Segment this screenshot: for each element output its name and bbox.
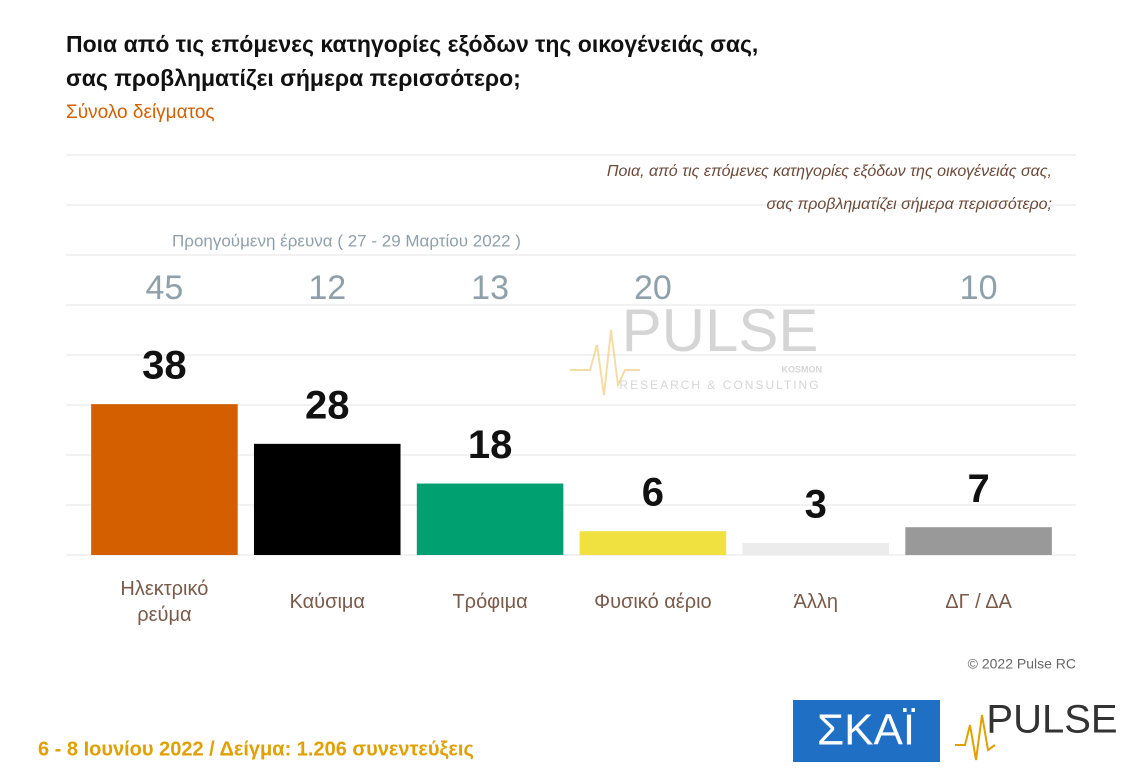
logo: PULSE [986, 698, 1117, 742]
bar [253, 443, 401, 555]
value-label: 7 [967, 467, 989, 511]
question: σας προβληματίζει σήμερα περισσότερο; [767, 196, 1052, 213]
copyright: © 2022 Pulse RC [968, 656, 1076, 672]
previous-value: 10 [960, 269, 998, 307]
previous-value: 45 [146, 269, 184, 307]
previous-value: 12 [308, 269, 346, 307]
chart-title: σας προβληματίζει σήμερα περισσότερο; [66, 65, 521, 91]
subtitle: Σύνολο δείγματος [66, 102, 215, 123]
logo: ΣΚΑΪ [817, 706, 916, 755]
previous-value: 13 [471, 269, 509, 307]
watermark-brand: PULSE [622, 297, 819, 364]
watermark-tagline: RESEARCH & CONSULTING [619, 378, 820, 392]
previous-label: Προηγούμενη έρευνα ( 27 - 29 Μαρτίου 202… [172, 231, 521, 250]
value-label: 18 [468, 423, 513, 467]
x-tick-label: Καύσιμα [289, 591, 365, 613]
watermark: PULSE KOSMON RESEARCH & CONSULTING [570, 297, 823, 396]
x-tick-label: ΔΓ / ΔΑ [945, 591, 1012, 613]
logo-wave [955, 714, 996, 761]
watermark-partner: KOSMON [782, 364, 823, 374]
previous-value: 20 [634, 269, 672, 307]
value-label: 28 [305, 383, 350, 427]
value-label: 6 [642, 471, 664, 515]
bar [579, 531, 727, 555]
value-label: 3 [805, 483, 827, 527]
bar [91, 404, 238, 555]
footer: 6 - 8 Ιουνίου 2022 / Δείγμα: 1.206 συνεν… [38, 738, 474, 760]
chart-title: Ποια από τις επόμενες κατηγορίες εξόδων … [66, 31, 758, 57]
bar [742, 543, 890, 555]
bar [905, 527, 1052, 555]
x-tick-label: Τρόφιμα [452, 591, 528, 613]
question: Ποια, από τις επόμενες κατηγορίες εξόδων… [607, 163, 1052, 180]
x-tick-label: Ηλεκτρικό ρεύμα [120, 578, 209, 626]
x-tick-label: Άλλη [793, 591, 838, 613]
logo-box [793, 700, 940, 762]
value-label: 38 [142, 344, 187, 388]
x-tick-label: Φυσικό αέριο [594, 591, 712, 613]
mask [70, 160, 480, 200]
bar [416, 483, 564, 555]
